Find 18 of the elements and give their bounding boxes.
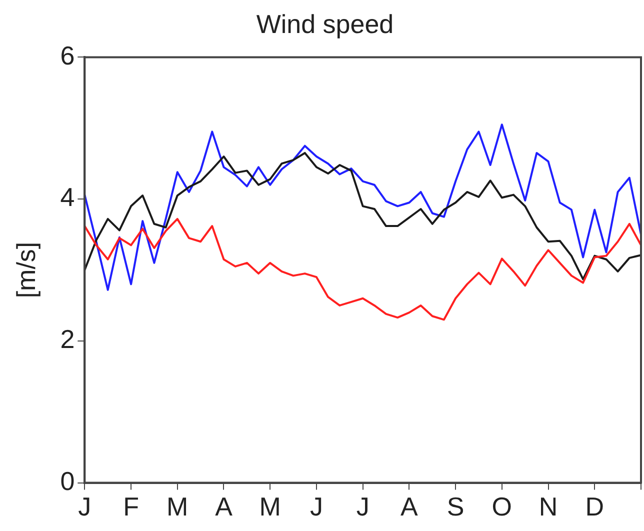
chart-title: Wind speed (256, 8, 394, 39)
x-tick-label: M (166, 492, 188, 522)
x-tick-label: J (78, 492, 92, 522)
x-tick-label: N (538, 492, 558, 522)
x-tick-label: S (446, 492, 464, 522)
x-tick-label: J (356, 492, 370, 522)
y-tick-label: 4 (60, 182, 75, 212)
x-tick-label: A (215, 492, 234, 522)
y-tick-label: 2 (60, 324, 75, 354)
x-tick-label: A (400, 492, 419, 522)
x-tick-label: D (585, 492, 604, 522)
y-axis-title: [m/s] (10, 242, 41, 298)
x-tick-label: M (259, 492, 281, 522)
x-tick-label: O (492, 492, 512, 522)
y-tick-label: 6 (60, 40, 75, 70)
x-tick-label: J (310, 492, 323, 522)
y-tick-label: 0 (60, 466, 75, 496)
x-tick-label: F (123, 492, 139, 522)
